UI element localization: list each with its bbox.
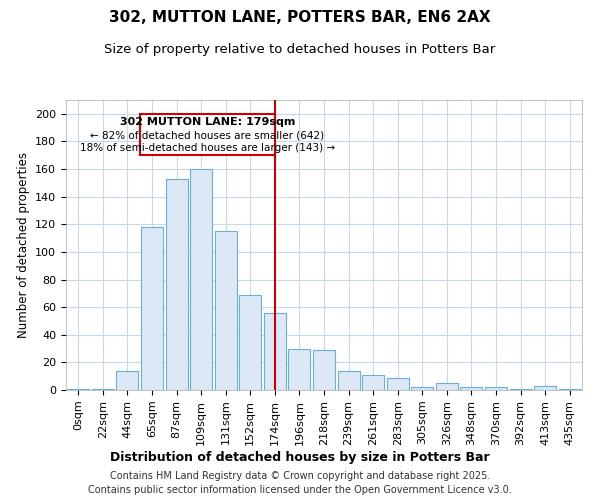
- Text: Contains HM Land Registry data © Crown copyright and database right 2025.
Contai: Contains HM Land Registry data © Crown c…: [88, 471, 512, 495]
- Bar: [166, 178, 188, 390]
- Text: ← 82% of detached houses are smaller (642): ← 82% of detached houses are smaller (64…: [90, 130, 325, 140]
- Bar: [509, 388, 532, 390]
- Bar: [386, 378, 409, 390]
- Text: 302, MUTTON LANE, POTTERS BAR, EN6 2AX: 302, MUTTON LANE, POTTERS BAR, EN6 2AX: [109, 10, 491, 25]
- Bar: [362, 375, 384, 390]
- Bar: [411, 387, 433, 390]
- Bar: [485, 387, 507, 390]
- Bar: [67, 388, 89, 390]
- FancyBboxPatch shape: [140, 114, 275, 155]
- Text: Size of property relative to detached houses in Potters Bar: Size of property relative to detached ho…: [104, 42, 496, 56]
- Text: Distribution of detached houses by size in Potters Bar: Distribution of detached houses by size …: [110, 451, 490, 464]
- Bar: [141, 227, 163, 390]
- Text: 302 MUTTON LANE: 179sqm: 302 MUTTON LANE: 179sqm: [119, 116, 295, 126]
- Bar: [460, 387, 482, 390]
- Bar: [436, 383, 458, 390]
- Text: 18% of semi-detached houses are larger (143) →: 18% of semi-detached houses are larger (…: [80, 143, 335, 153]
- Bar: [338, 370, 359, 390]
- Bar: [559, 388, 581, 390]
- Bar: [190, 169, 212, 390]
- Bar: [215, 231, 237, 390]
- Bar: [289, 348, 310, 390]
- Bar: [534, 386, 556, 390]
- Y-axis label: Number of detached properties: Number of detached properties: [17, 152, 29, 338]
- Bar: [239, 294, 262, 390]
- Bar: [264, 312, 286, 390]
- Bar: [313, 350, 335, 390]
- Bar: [116, 370, 139, 390]
- Bar: [92, 388, 114, 390]
